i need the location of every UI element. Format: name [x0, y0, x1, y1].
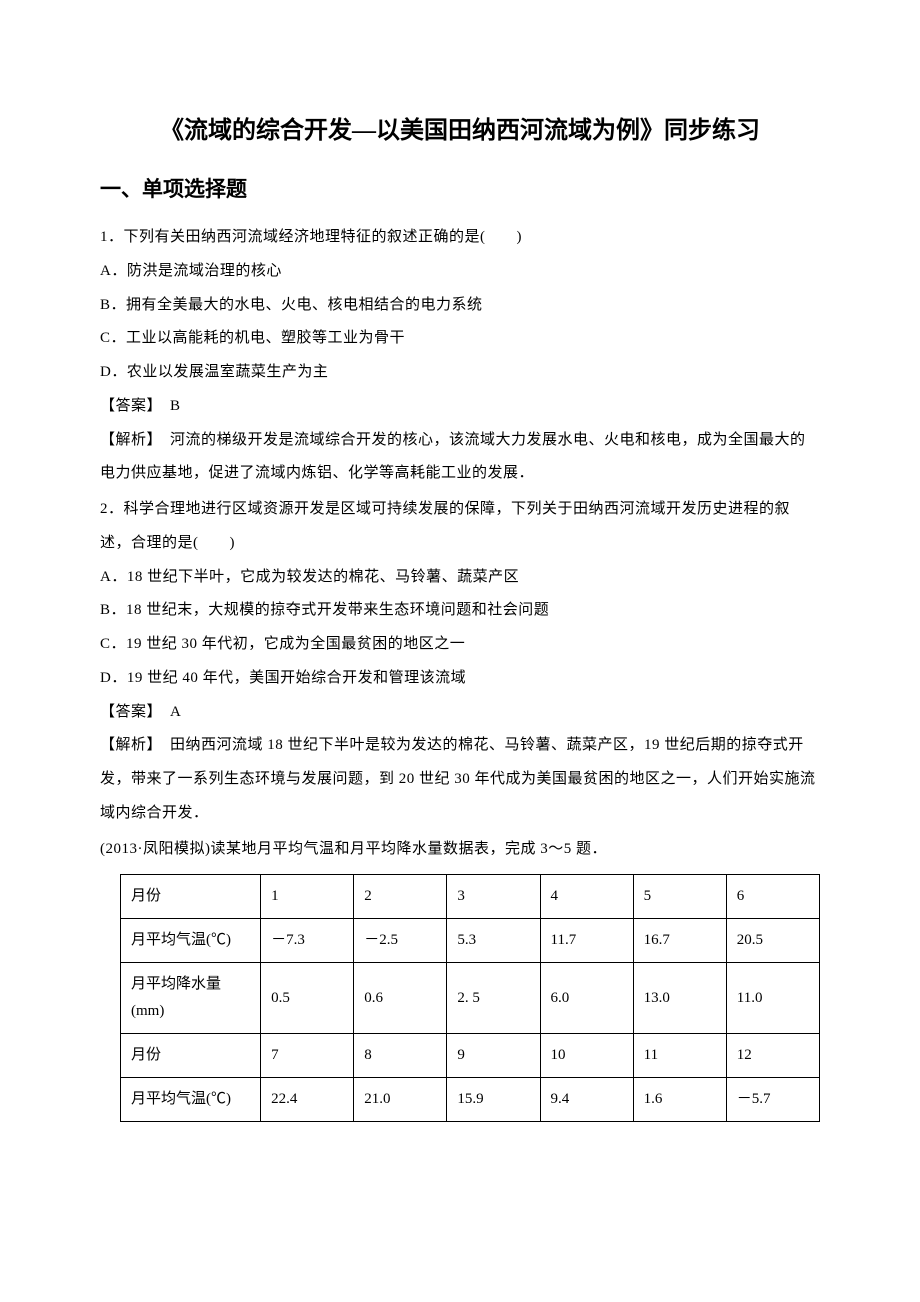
- table-cell: 1.6: [633, 1078, 726, 1122]
- table-cell: 5.3: [447, 919, 540, 963]
- q2-option-a: A．18 世纪下半叶，它成为较发达的棉花、马铃薯、蔬菜产区: [100, 561, 820, 595]
- table-cell: 6.0: [540, 963, 633, 1034]
- table-cell: 8: [354, 1034, 447, 1078]
- q2-explanation: 【解析】 田纳西河流域 18 世纪下半叶是较为发达的棉花、马铃薯、蔬菜产区，19…: [100, 729, 820, 830]
- table-cell: 2. 5: [447, 963, 540, 1034]
- document-title: 《流域的综合开发—以美国田纳西河流域为例》同步练习: [100, 110, 820, 145]
- table-cell: 7: [261, 1034, 354, 1078]
- table-cell: 11: [633, 1034, 726, 1078]
- q2-stem: 2．科学合理地进行区域资源开发是区域可持续发展的保障，下列关于田纳西河流域开发历…: [100, 493, 820, 561]
- table-cell: 15.9: [447, 1078, 540, 1122]
- table-cell: 11.7: [540, 919, 633, 963]
- table-cell: 10: [540, 1034, 633, 1078]
- q1-stem: 1．下列有关田纳西河流域经济地理特征的叙述正确的是( ): [100, 221, 820, 255]
- table-row-label: 月份: [121, 875, 261, 919]
- table-row: 月平均气温(℃)－7.3－2.55.311.716.720.5: [121, 919, 820, 963]
- table-row: 月份789101112: [121, 1034, 820, 1078]
- table-cell: －7.3: [261, 919, 354, 963]
- table-cell: 22.4: [261, 1078, 354, 1122]
- table-cell: 9: [447, 1034, 540, 1078]
- table-cell: 2: [354, 875, 447, 919]
- table-cell: 6: [726, 875, 819, 919]
- table-cell: 3: [447, 875, 540, 919]
- table-row: 月平均气温(℃)22.421.015.99.41.6－5.7: [121, 1078, 820, 1122]
- table-cell: 9.4: [540, 1078, 633, 1122]
- table-cell: 0.5: [261, 963, 354, 1034]
- table-cell: 13.0: [633, 963, 726, 1034]
- q1-option-a: A．防洪是流域治理的核心: [100, 255, 820, 289]
- q2-option-c: C．19 世纪 30 年代初，它成为全国最贫困的地区之一: [100, 628, 820, 662]
- q1-option-d: D．农业以发展温室蔬菜生产为主: [100, 356, 820, 390]
- table-cell: 5: [633, 875, 726, 919]
- section-heading-1: 一、单项选择题: [100, 173, 820, 203]
- table-row-label: 月平均气温(℃): [121, 1078, 261, 1122]
- q1-answer: 【答案】 B: [100, 390, 820, 424]
- table-cell: 12: [726, 1034, 819, 1078]
- table-cell: －2.5: [354, 919, 447, 963]
- q1-explanation: 【解析】 河流的梯级开发是流域综合开发的核心，该流域大力发展水电、火电和核电，成…: [100, 424, 820, 492]
- table-cell: 21.0: [354, 1078, 447, 1122]
- q2-option-d: D．19 世纪 40 年代，美国开始综合开发和管理该流域: [100, 662, 820, 696]
- table-cell: 20.5: [726, 919, 819, 963]
- q3-5-context: (2013·凤阳模拟)读某地月平均气温和月平均降水量数据表，完成 3～5 题．: [100, 833, 820, 867]
- table-row-label: 月份: [121, 1034, 261, 1078]
- q1-option-c: C．工业以高能耗的机电、塑胶等工业为骨干: [100, 322, 820, 356]
- table-row: 月平均降水量(mm)0.50.62. 56.013.011.0: [121, 963, 820, 1034]
- table-row-label: 月平均气温(℃): [121, 919, 261, 963]
- q2-answer: 【答案】 A: [100, 696, 820, 730]
- q1-option-b: B．拥有全美最大的水电、火电、核电相结合的电力系统: [100, 289, 820, 323]
- table-cell: 4: [540, 875, 633, 919]
- table-row: 月份123456: [121, 875, 820, 919]
- climate-data-table: 月份123456月平均气温(℃)－7.3－2.55.311.716.720.5月…: [120, 874, 820, 1122]
- q2-option-b: B．18 世纪末，大规模的掠夺式开发带来生态环境问题和社会问题: [100, 594, 820, 628]
- table-row-label: 月平均降水量(mm): [121, 963, 261, 1034]
- table-cell: 1: [261, 875, 354, 919]
- table-cell: 0.6: [354, 963, 447, 1034]
- table-cell: 16.7: [633, 919, 726, 963]
- table-cell: 11.0: [726, 963, 819, 1034]
- table-cell: －5.7: [726, 1078, 819, 1122]
